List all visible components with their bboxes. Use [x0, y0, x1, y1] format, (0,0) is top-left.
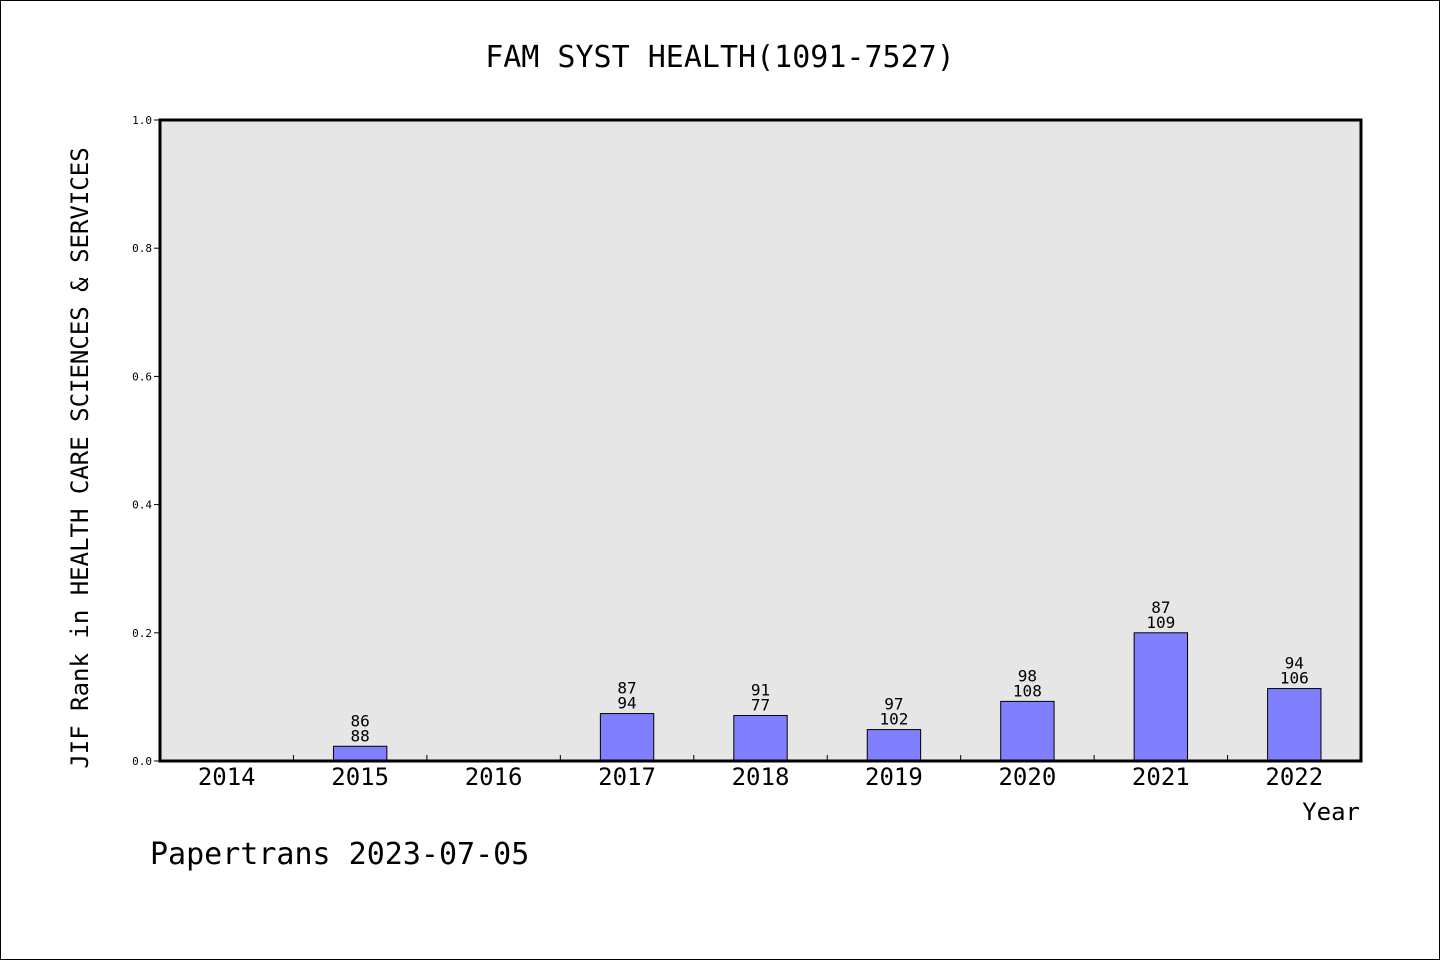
bar-2020 — [1000, 700, 1055, 762]
x-tick-label: 2020 — [998, 763, 1056, 791]
data-label-rank-2019: 97 — [884, 695, 903, 714]
data-label-total-2015: 88 — [351, 726, 370, 745]
chart-title: FAM SYST HEALTH(1091-7527) — [485, 40, 955, 75]
bar-2017 — [599, 713, 655, 762]
data-label-total-2021: 109 — [1146, 613, 1175, 632]
data-label-rank-2021: 87 — [1151, 598, 1170, 617]
x-tick-label: 2014 — [198, 763, 256, 791]
y-axis-label: JIF Rank in HEALTH CARE SCIENCES & SERVI… — [66, 147, 94, 768]
y-tick-label: 0.8 — [132, 242, 152, 255]
data-label-rank-2015: 86 — [351, 711, 370, 730]
x-tick-label: 2016 — [465, 763, 523, 791]
data-label-total-2018: 77 — [751, 695, 770, 714]
y-tick-label: 0.4 — [132, 499, 152, 512]
data-label-rank-2022: 94 — [1285, 654, 1304, 673]
y-axis-ticks: 0.0 0.2 0.4 0.6 0.8 1.0 — [132, 114, 160, 768]
x-tick-label: 2021 — [1132, 763, 1190, 791]
bar-2022 — [1267, 688, 1322, 762]
data-label-total-2020: 108 — [1013, 681, 1042, 700]
x-tick-label: 2017 — [598, 763, 656, 791]
y-tick-label: 0.0 — [132, 755, 152, 768]
data-label-rank-2020: 98 — [1018, 666, 1037, 685]
data-label-total-2019: 102 — [879, 710, 908, 729]
data-label-total-2022: 106 — [1280, 669, 1309, 688]
bar-2021 — [1133, 632, 1189, 762]
x-axis-ticks: 2014 2015 2016 2017 2018 2019 2020 2021 2022 — [198, 755, 1323, 791]
bar-2018 — [733, 714, 788, 762]
x-tick-label: 2018 — [732, 763, 790, 791]
bar-2019 — [866, 729, 922, 762]
data-label-total-2017: 94 — [617, 694, 636, 713]
x-tick-label: 2019 — [865, 763, 923, 791]
plot-border — [158, 118, 1363, 763]
y-tick-label: 0.2 — [132, 627, 152, 640]
x-tick-label: 2015 — [331, 763, 389, 791]
data-label-rank-2018: 91 — [751, 680, 770, 699]
x-axis-label: Year — [1302, 798, 1360, 826]
bar-2015 — [332, 745, 388, 762]
y-tick-label: 1.0 — [132, 114, 152, 127]
footer-text: Papertrans 2023-07-05 — [150, 837, 529, 872]
data-label-rank-2017: 87 — [617, 679, 636, 698]
x-tick-label: 2022 — [1265, 763, 1323, 791]
bars-group — [332, 632, 1322, 762]
y-tick-label: 0.6 — [132, 370, 152, 383]
